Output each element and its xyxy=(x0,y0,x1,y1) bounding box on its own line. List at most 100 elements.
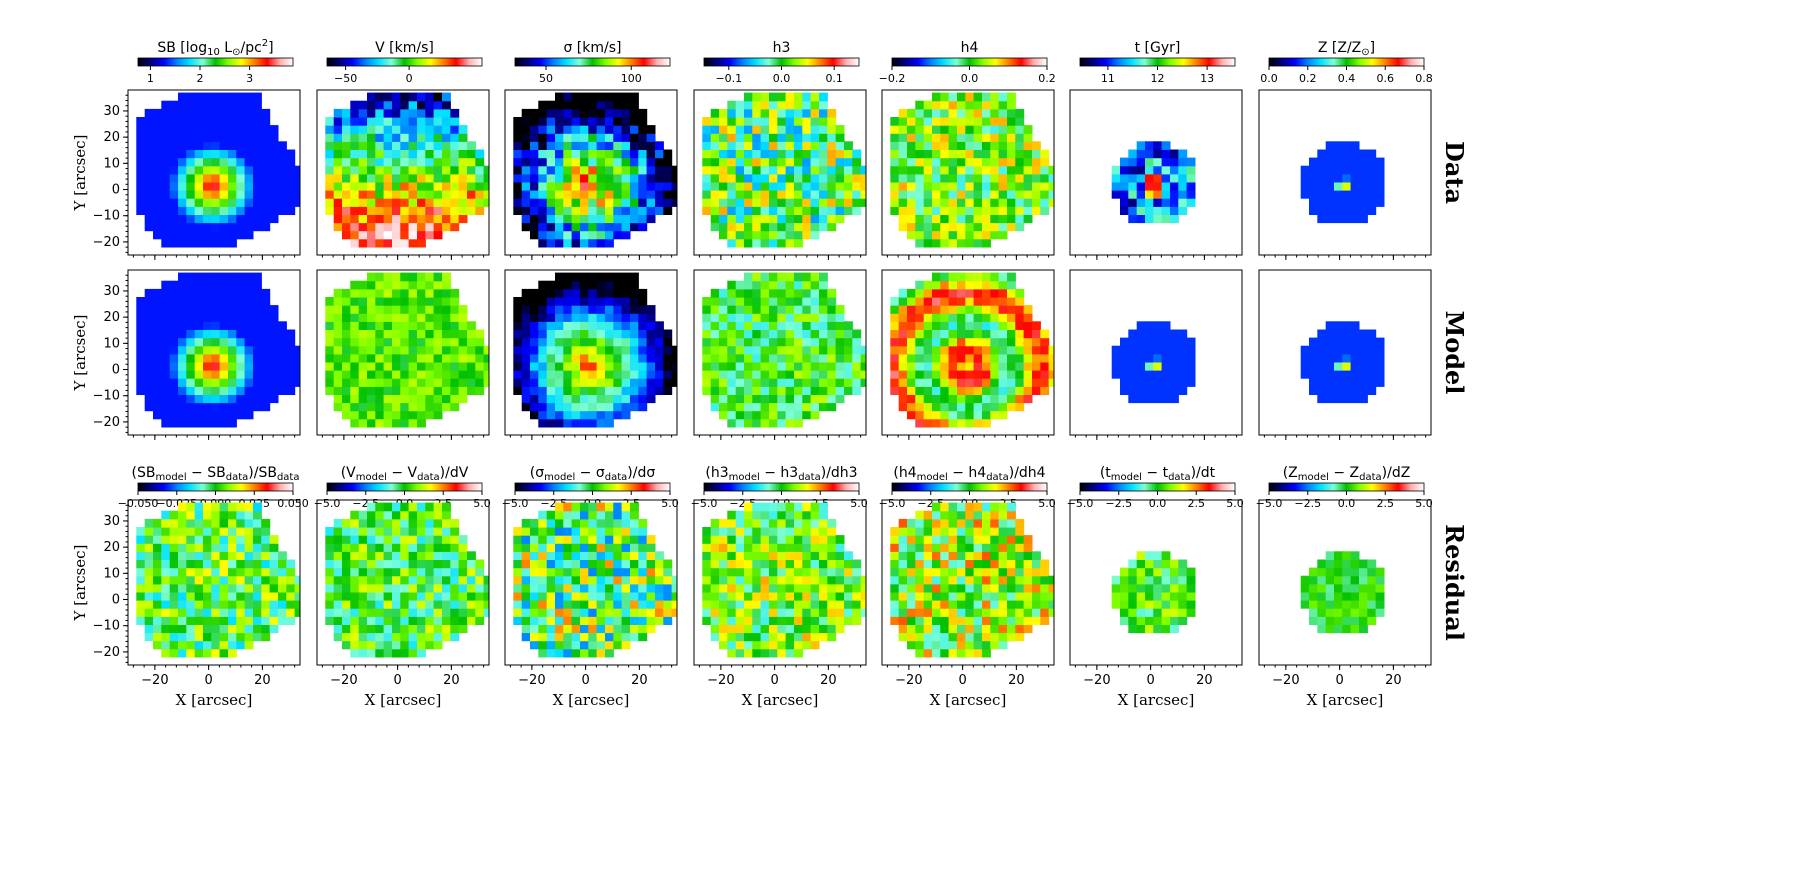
map-pixel xyxy=(442,214,451,224)
map-pixel xyxy=(744,280,753,290)
map-pixel xyxy=(580,591,589,601)
map-pixel xyxy=(923,108,933,118)
map-pixel xyxy=(367,92,376,102)
map-pixel xyxy=(727,141,737,150)
map-pixel xyxy=(998,288,1008,298)
map-pixel xyxy=(744,190,753,199)
map-pixel xyxy=(1178,361,1188,371)
map-pixel xyxy=(333,591,343,601)
map-pixel xyxy=(727,370,737,379)
map-pixel xyxy=(973,198,983,207)
map-pixel xyxy=(915,410,925,420)
map-pixel xyxy=(932,288,941,298)
map-pixel xyxy=(1359,370,1368,379)
map-pixel xyxy=(253,173,262,183)
map-pixel xyxy=(1015,361,1025,371)
map-pixel xyxy=(219,632,229,642)
map-pixel xyxy=(333,616,343,625)
map-pixel xyxy=(1007,378,1016,387)
map-pixel xyxy=(417,502,426,512)
map-pixel xyxy=(400,608,410,617)
map-pixel xyxy=(442,402,451,412)
map-pixel xyxy=(408,386,418,395)
map-pixel xyxy=(161,198,171,207)
map-pixel xyxy=(278,353,287,363)
map-pixel xyxy=(269,181,279,191)
map-pixel xyxy=(819,394,828,404)
map-pixel xyxy=(433,157,443,167)
map-pixel xyxy=(417,624,426,634)
map-pixel xyxy=(769,190,778,199)
map-pixel xyxy=(785,92,795,102)
map-pixel xyxy=(890,125,900,134)
map-pixel xyxy=(261,616,271,625)
map-pixel xyxy=(236,313,246,322)
map-pixel xyxy=(710,313,720,322)
map-pixel xyxy=(932,410,941,420)
map-pixel xyxy=(802,222,812,232)
map-pixel xyxy=(819,173,828,183)
map-pixel xyxy=(588,583,598,593)
map-pixel xyxy=(169,575,179,585)
map-pixel xyxy=(719,108,728,118)
map-pixel xyxy=(546,305,556,314)
map-pixel xyxy=(392,616,401,625)
map-pixel xyxy=(835,305,845,314)
map-pixel xyxy=(186,559,196,569)
map-pixel xyxy=(588,632,598,642)
map-pixel xyxy=(990,230,1000,240)
map-pixel xyxy=(203,632,212,642)
map-pixel xyxy=(990,345,1000,355)
map-pixel xyxy=(530,337,539,347)
map-pixel xyxy=(375,559,385,569)
map-pixel xyxy=(965,125,975,134)
map-pixel xyxy=(342,518,351,528)
map-pixel xyxy=(228,108,237,118)
map-pixel xyxy=(1367,149,1377,159)
map-pixel xyxy=(998,394,1008,404)
map-pixel xyxy=(244,214,254,224)
map-pixel xyxy=(450,165,460,175)
map-pixel xyxy=(744,157,753,167)
map-pixel xyxy=(1350,214,1360,224)
map-pixel xyxy=(1317,157,1327,167)
colorbar-tick-label: 3 xyxy=(246,72,253,85)
map-pixel xyxy=(186,345,196,355)
colorbar: h4−0.2 0.0 0.2 xyxy=(879,40,1056,85)
map-pixel xyxy=(605,402,614,412)
map-pixel xyxy=(671,378,677,387)
panel-frame xyxy=(127,269,301,436)
map-pixel xyxy=(1325,214,1335,224)
map-pixel xyxy=(571,386,581,395)
map-pixel xyxy=(621,510,631,520)
map-pixel xyxy=(228,559,237,569)
map-pixel xyxy=(400,418,410,428)
map-pixel xyxy=(719,410,728,420)
map-pixel xyxy=(546,378,556,387)
map-pixel xyxy=(442,510,451,520)
map-pixel xyxy=(563,575,573,585)
map-pixel xyxy=(719,394,728,404)
map-pixel xyxy=(261,206,271,215)
map-pixel xyxy=(1111,190,1121,199)
map-pixel xyxy=(513,608,523,617)
map-pixel xyxy=(760,305,770,314)
map-pixel xyxy=(169,418,179,428)
map-pixel xyxy=(400,149,410,159)
map-pixel xyxy=(236,394,246,404)
map-pixel xyxy=(408,141,418,150)
map-pixel xyxy=(350,133,360,142)
map-pixel xyxy=(1032,386,1041,395)
map-pixel xyxy=(144,149,154,159)
map-pixel xyxy=(546,117,556,126)
map-pixel xyxy=(417,616,426,625)
map-pixel xyxy=(400,394,410,404)
map-pixel xyxy=(450,394,460,404)
map-pixel xyxy=(596,418,606,428)
y-tick-label: 30 xyxy=(103,514,120,529)
map-pixel xyxy=(538,280,548,290)
map-pixel xyxy=(1145,214,1154,224)
map-pixel xyxy=(1161,181,1171,191)
map-pixel xyxy=(450,288,460,298)
map-pixel xyxy=(580,288,589,298)
